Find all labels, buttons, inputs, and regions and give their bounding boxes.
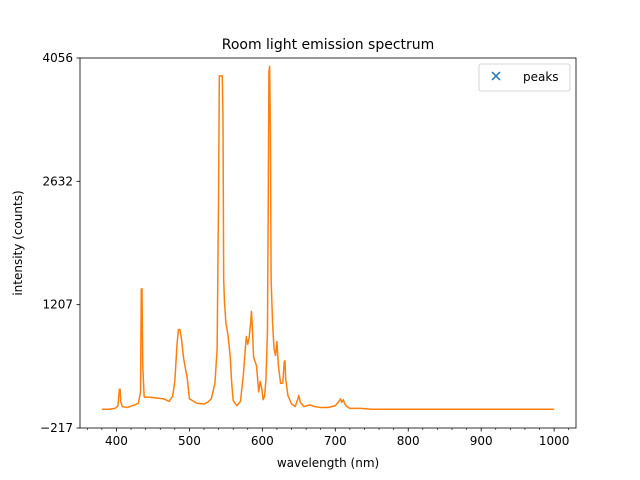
legend-peaks-marker xyxy=(491,71,501,81)
y-axis-ticks: −217 1207 2632 4056 xyxy=(40,51,80,435)
y-tick-label: 4056 xyxy=(42,51,73,65)
chart-title: Room light emission spectrum xyxy=(222,37,435,53)
series-layer xyxy=(101,65,555,410)
x-tick-label: 400 xyxy=(105,434,128,448)
x-axis-label: wavelength (nm) xyxy=(277,456,379,470)
legend-label-peaks: peaks xyxy=(523,70,559,84)
y-axis-label: intensity (counts) xyxy=(11,190,25,295)
x-tick-label: 800 xyxy=(397,434,420,448)
y-tick-label: 1207 xyxy=(42,298,73,312)
legend: peaks xyxy=(478,63,571,92)
spectrum-line xyxy=(101,65,555,410)
x-tick-label: 1000 xyxy=(539,434,570,448)
x-tick-label: 500 xyxy=(178,434,201,448)
legend-frame xyxy=(478,63,571,92)
plot-frame xyxy=(79,57,577,429)
x-axis-ticks: 400 500 600 700 800 900 1000 xyxy=(86,428,570,448)
y-tick-label: 2632 xyxy=(42,174,73,188)
y-tick-label: −217 xyxy=(40,421,73,435)
x-tick-label: 700 xyxy=(324,434,347,448)
legend-marker-stroke xyxy=(491,71,501,81)
x-tick-label: 600 xyxy=(251,434,274,448)
plot-area xyxy=(80,58,576,428)
x-tick-label: 900 xyxy=(470,434,493,448)
